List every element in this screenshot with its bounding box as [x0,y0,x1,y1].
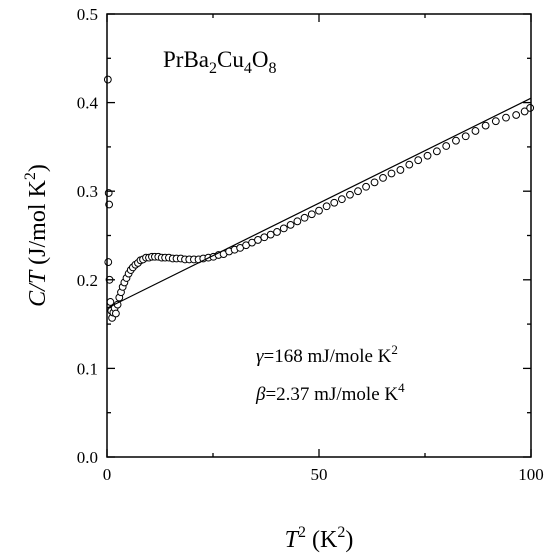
compound-label: PrBa2Cu4O8 [163,47,276,77]
data-point [502,113,510,122]
data-point [461,132,470,141]
data-point [254,236,262,244]
beta-annotation: β=2.37 mJ/mole K4 [255,380,405,405]
data-point [512,111,521,119]
data-point [452,136,460,145]
data-point [293,217,302,226]
y-tick-label: 0.0 [77,448,98,467]
y-axis-label: C/T (J/mol K2) [22,164,51,307]
y-tick-label: 0.3 [77,182,98,201]
data-point [526,104,535,112]
data-point [520,107,529,116]
data-point [300,213,309,222]
x-axis-label: T2 (K2) [285,524,354,553]
data-point [414,156,423,165]
data-point [260,233,269,242]
data-point [266,230,275,239]
data-point [481,121,490,130]
gamma-annotation: γ=168 mJ/mole K2 [256,342,398,367]
data-point [396,166,405,174]
data-point [379,174,387,182]
data-point [337,195,346,204]
data-point [491,117,500,126]
data-point [104,258,113,266]
fit-line [106,97,532,309]
x-tick-label: 100 [518,465,544,484]
data-point [346,190,354,199]
data-point [432,147,441,156]
data-point [307,210,316,219]
data-point [354,187,362,196]
plot-marks [103,75,535,322]
data-point [273,228,281,236]
data-point [423,151,432,160]
data-point [286,220,295,229]
data-point [370,178,379,187]
y-tick-label: 0.2 [77,271,98,290]
y-tick-label: 0.1 [77,359,98,378]
data-point [362,182,370,191]
data-point [112,309,120,318]
axis-ticks: 0.0 0.1 0.2 0.3 0.4 0.5 0 50 100 [77,5,544,484]
data-point [279,224,288,233]
y-tick-label: 0.5 [77,5,98,24]
x-tick-label: 0 [103,465,112,484]
data-point [387,169,396,178]
data-point [442,142,451,150]
data-point [471,127,480,135]
data-point [322,202,331,211]
data-point [330,198,339,207]
y-tick-label: 0.4 [77,94,99,113]
x-tick-label: 50 [311,465,328,484]
data-point [103,75,112,84]
data-point [315,206,323,215]
data-point [405,160,414,169]
data-point [106,298,115,306]
